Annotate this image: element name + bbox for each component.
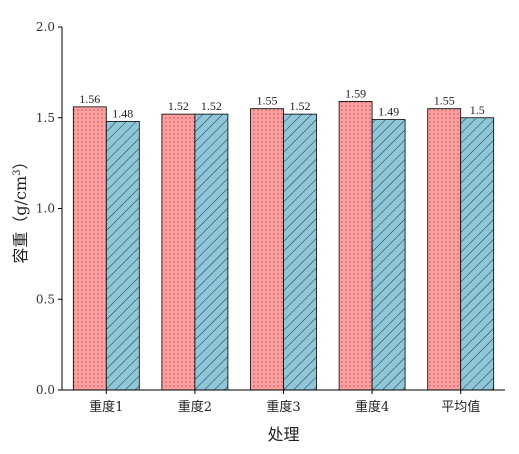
data-label-series-2: 1.5 (470, 103, 485, 117)
data-label-series-1: 1.56 (79, 92, 100, 106)
x-tick-label: 重度3 (266, 399, 300, 415)
bar-series-1 (250, 108, 284, 391)
x-tick-label: 平均值 (441, 399, 480, 415)
data-label-series-2: 1.52 (201, 99, 222, 113)
y-tick-label: 2.0 (36, 20, 55, 34)
data-label-series-1: 1.59 (345, 86, 366, 100)
y-tick-label: 0.0 (36, 383, 55, 397)
y-axis-title-superscript: 3 (12, 169, 23, 175)
bar-series-2 (460, 117, 495, 391)
data-label-series-1: 1.55 (434, 94, 455, 108)
y-axis-title-close: ） (11, 153, 30, 169)
bar-series-2 (283, 113, 317, 391)
data-label-series-1: 1.55 (257, 94, 278, 108)
data-label-series-2: 1.49 (378, 105, 399, 119)
y-axis-title: 容重（g/cm3） (11, 153, 30, 263)
y-tick-label: 1.0 (36, 202, 55, 216)
y-tick-label: 0.5 (36, 292, 55, 306)
bar-series-2 (371, 119, 406, 391)
data-label-series-2: 1.52 (290, 99, 311, 113)
data-label-series-1: 1.52 (168, 99, 189, 113)
bar-series-1 (161, 113, 196, 391)
bar-series-2 (194, 113, 229, 391)
bar-series-1 (427, 108, 462, 391)
y-axis-title-main: 容重（g/cm (11, 176, 30, 264)
x-tick-label: 重度2 (178, 399, 212, 415)
bar-series-2 (105, 120, 140, 391)
bar-series-1 (338, 101, 373, 391)
data-label-series-2: 1.48 (112, 106, 133, 120)
x-axis-title: 处理 (267, 425, 299, 444)
bar-series-1 (72, 106, 107, 391)
y-tick-label: 1.5 (36, 111, 55, 125)
x-tick-label: 重度1 (89, 399, 123, 415)
x-tick-label: 重度4 (355, 399, 389, 415)
